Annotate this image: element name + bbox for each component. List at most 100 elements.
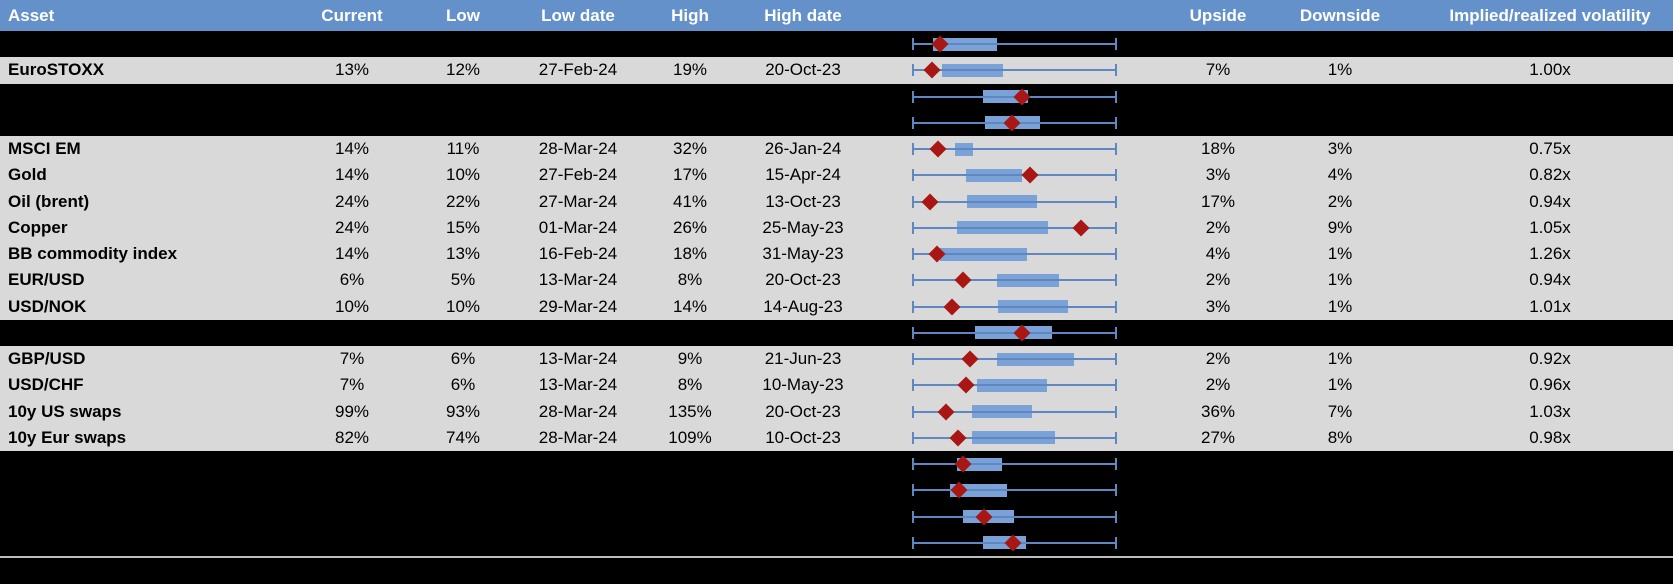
low-value[interactable]: 5% [450,270,476,290]
high-date-value[interactable]: 20-Oct-23 [765,401,841,421]
low-date-value[interactable] [516,477,640,503]
upside-value[interactable]: 36% [1200,401,1236,421]
high-date-value[interactable]: 14-Aug-23 [763,296,843,316]
column-header-upside[interactable]: Upside [1189,5,1247,25]
low-value[interactable]: 93% [445,401,481,421]
low-date-value[interactable]: 16-Feb-24 [538,244,618,264]
asset-label[interactable]: BB commodity index [8,244,178,264]
upside-value[interactable]: 4% [1205,244,1231,264]
upside-value[interactable]: 2% [1205,217,1231,237]
implied-realized-value[interactable]: 1.01x [1529,296,1571,316]
implied-realized-value[interactable]: 0.96x [1529,375,1571,395]
asset-label[interactable]: Oil (brent) [8,191,90,211]
upside-value[interactable]: 7% [1205,60,1231,80]
implied-realized-value[interactable]: 0.94x [1529,270,1571,290]
asset-label[interactable] [8,110,296,136]
low-value[interactable]: 15% [445,217,481,237]
high-date-value[interactable]: 10-Oct-23 [765,427,841,447]
current-value[interactable] [300,504,404,530]
low-date-value[interactable]: 13-Mar-24 [538,375,618,395]
upside-value[interactable]: 3% [1205,165,1231,185]
upside-value[interactable]: 2% [1205,349,1231,369]
upside-value[interactable]: 2% [1205,270,1231,290]
implied-realized-value[interactable]: 0.98x [1529,427,1571,447]
asset-label[interactable]: 10y US swaps [8,401,122,421]
implied-realized-value[interactable]: 0.75x [1529,139,1571,159]
column-header-downside[interactable]: Downside [1299,5,1381,25]
high-value[interactable]: 135% [668,401,712,421]
current-value[interactable]: 13% [334,60,370,80]
upside-value[interactable] [1166,31,1270,57]
low-value[interactable] [411,504,515,530]
low-date-value[interactable] [516,31,640,57]
high-value[interactable]: 8% [677,375,703,395]
low-value[interactable] [411,84,515,110]
asset-label[interactable]: USD/NOK [8,296,87,316]
downside-value[interactable] [1282,110,1398,136]
asset-label[interactable]: Gold [8,165,47,185]
implied-realized-value[interactable]: 1.03x [1529,401,1571,421]
high-value[interactable]: 14% [672,296,708,316]
asset-label[interactable] [8,504,296,530]
current-value[interactable]: 7% [339,375,365,395]
current-value[interactable]: 10% [334,296,370,316]
high-value[interactable] [640,504,740,530]
low-date-value[interactable]: 29-Mar-24 [538,296,618,316]
current-value[interactable] [300,110,404,136]
downside-value[interactable]: 7% [1327,401,1353,421]
low-value[interactable] [411,530,515,556]
low-value[interactable] [411,110,515,136]
low-date-value[interactable]: 13-Mar-24 [538,349,618,369]
asset-label[interactable] [8,31,296,57]
current-value[interactable]: 24% [334,217,370,237]
high-date-value[interactable] [740,31,866,57]
high-value[interactable]: 32% [672,139,708,159]
current-value[interactable] [300,31,404,57]
low-date-value[interactable]: 13-Mar-24 [538,270,618,290]
implied-realized-value[interactable]: 1.00x [1529,60,1571,80]
implied-realized-value[interactable] [1440,530,1660,556]
downside-value[interactable]: 1% [1327,375,1353,395]
downside-value[interactable] [1282,451,1398,477]
high-date-value[interactable]: 25-May-23 [762,217,844,237]
high-value[interactable]: 41% [672,191,708,211]
low-value[interactable] [411,451,515,477]
low-value[interactable] [411,31,515,57]
upside-value[interactable]: 3% [1205,296,1231,316]
asset-label[interactable] [8,320,296,346]
implied-realized-value[interactable] [1440,320,1660,346]
low-value[interactable]: 74% [445,427,481,447]
implied-realized-value[interactable] [1440,451,1660,477]
column-header-low-date[interactable]: Low date [541,5,615,25]
downside-value[interactable] [1282,31,1398,57]
asset-label[interactable] [8,477,296,503]
asset-label[interactable] [8,451,296,477]
current-value[interactable]: 14% [334,139,370,159]
high-date-value[interactable] [740,477,866,503]
implied-realized-value[interactable]: 0.82x [1529,165,1571,185]
high-date-value[interactable] [740,320,866,346]
downside-value[interactable]: 1% [1327,60,1353,80]
downside-value[interactable] [1282,84,1398,110]
implied-realized-value[interactable] [1440,31,1660,57]
implied-realized-value[interactable]: 0.94x [1529,191,1571,211]
asset-label[interactable] [8,530,296,556]
asset-label[interactable]: Copper [8,217,68,237]
low-date-value[interactable]: 27-Feb-24 [538,165,618,185]
low-date-value[interactable] [516,320,640,346]
low-value[interactable]: 10% [445,165,481,185]
high-date-value[interactable]: 21-Jun-23 [764,349,842,369]
current-value[interactable]: 14% [334,165,370,185]
high-date-value[interactable]: 26-Jan-24 [764,139,842,159]
asset-label[interactable]: EUR/USD [8,270,85,290]
implied-realized-value[interactable] [1440,477,1660,503]
high-date-value[interactable]: 10-May-23 [762,375,844,395]
high-date-value[interactable]: 20-Oct-23 [765,60,841,80]
upside-value[interactable] [1166,110,1270,136]
current-value[interactable]: 99% [334,401,370,421]
high-date-value[interactable] [740,451,866,477]
asset-label[interactable]: 10y Eur swaps [8,427,127,447]
downside-value[interactable] [1282,530,1398,556]
low-value[interactable]: 6% [450,375,476,395]
high-date-value[interactable]: 13-Oct-23 [765,191,841,211]
